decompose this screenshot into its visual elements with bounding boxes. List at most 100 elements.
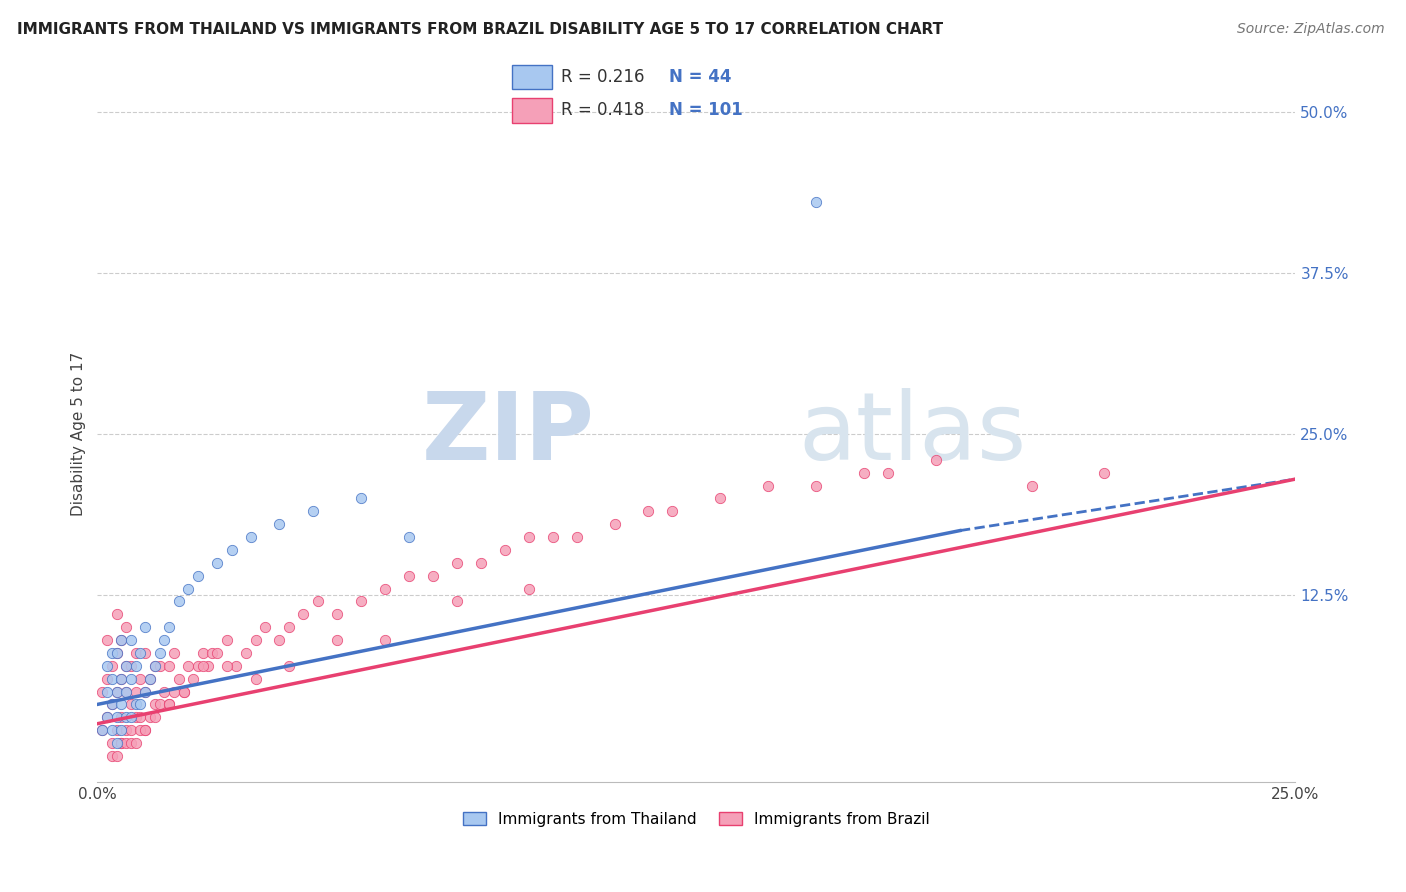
Point: [100, 698, 122, 712]
Point: [149, 646, 172, 660]
Point: [100, 723, 122, 738]
Point: [191, 646, 214, 660]
Point: [100, 698, 122, 712]
Point: [637, 504, 659, 518]
Point: [541, 530, 564, 544]
Point: [91, 723, 114, 738]
Point: [96, 684, 118, 698]
Point: [756, 478, 779, 492]
Point: [125, 646, 148, 660]
Point: [134, 684, 156, 698]
Point: [110, 633, 132, 648]
Point: [120, 710, 142, 724]
Point: [115, 684, 138, 698]
Point: [105, 748, 128, 763]
Point: [110, 710, 132, 724]
Point: [100, 658, 122, 673]
Point: [96, 710, 118, 724]
Point: [143, 658, 166, 673]
Point: [115, 723, 138, 738]
Point: [205, 646, 228, 660]
Point: [96, 658, 118, 673]
Point: [120, 633, 142, 648]
Text: R = 0.216: R = 0.216: [561, 68, 644, 86]
Point: [120, 698, 142, 712]
Point: [96, 672, 118, 686]
Point: [120, 736, 142, 750]
Point: [350, 594, 373, 608]
Point: [100, 646, 122, 660]
Point: [115, 658, 138, 673]
Point: [374, 582, 396, 596]
Point: [235, 646, 257, 660]
Point: [120, 723, 142, 738]
Point: [709, 491, 731, 506]
Point: [110, 736, 132, 750]
Point: [134, 723, 156, 738]
Point: [129, 646, 152, 660]
Point: [134, 723, 156, 738]
Point: [201, 646, 224, 660]
Point: [278, 658, 301, 673]
Point: [1092, 466, 1115, 480]
Point: [177, 582, 200, 596]
Point: [134, 684, 156, 698]
Point: [292, 607, 315, 622]
Point: [157, 620, 180, 634]
Point: [110, 723, 132, 738]
Point: [215, 658, 238, 673]
Legend: Immigrants from Thailand, Immigrants from Brazil: Immigrants from Thailand, Immigrants fro…: [457, 805, 936, 833]
Point: [96, 710, 118, 724]
Point: [221, 542, 243, 557]
Point: [398, 530, 420, 544]
Point: [245, 672, 267, 686]
Point: [181, 672, 204, 686]
Point: [177, 658, 200, 673]
Point: [254, 620, 277, 634]
Point: [120, 658, 142, 673]
Point: [167, 594, 190, 608]
Point: [115, 620, 138, 634]
Point: [129, 672, 152, 686]
Point: [326, 633, 349, 648]
Bar: [512, 98, 551, 122]
Point: [134, 620, 156, 634]
Point: [100, 736, 122, 750]
Point: [91, 723, 114, 738]
Bar: [512, 65, 551, 89]
Point: [173, 684, 195, 698]
Point: [153, 633, 176, 648]
Point: [125, 736, 148, 750]
Point: [143, 710, 166, 724]
Point: [806, 195, 828, 210]
Point: [143, 658, 166, 673]
Point: [163, 684, 186, 698]
Point: [446, 556, 468, 570]
Text: atlas: atlas: [799, 388, 1026, 480]
Point: [163, 646, 186, 660]
Text: IMMIGRANTS FROM THAILAND VS IMMIGRANTS FROM BRAZIL DISABILITY AGE 5 TO 17 CORREL: IMMIGRANTS FROM THAILAND VS IMMIGRANTS F…: [17, 22, 943, 37]
Point: [446, 594, 468, 608]
Point: [100, 672, 122, 686]
Point: [225, 658, 247, 673]
Point: [110, 672, 132, 686]
Point: [187, 658, 209, 673]
Point: [125, 710, 148, 724]
Point: [110, 633, 132, 648]
Point: [215, 633, 238, 648]
Text: Source: ZipAtlas.com: Source: ZipAtlas.com: [1237, 22, 1385, 37]
Point: [157, 698, 180, 712]
Point: [245, 633, 267, 648]
Point: [105, 736, 128, 750]
Point: [105, 646, 128, 660]
Point: [398, 568, 420, 582]
Point: [1021, 478, 1043, 492]
Point: [374, 633, 396, 648]
Point: [877, 466, 900, 480]
Point: [129, 710, 152, 724]
Y-axis label: Disability Age 5 to 17: Disability Age 5 to 17: [72, 351, 86, 516]
Point: [925, 452, 948, 467]
Point: [326, 607, 349, 622]
Point: [125, 658, 148, 673]
Point: [91, 684, 114, 698]
